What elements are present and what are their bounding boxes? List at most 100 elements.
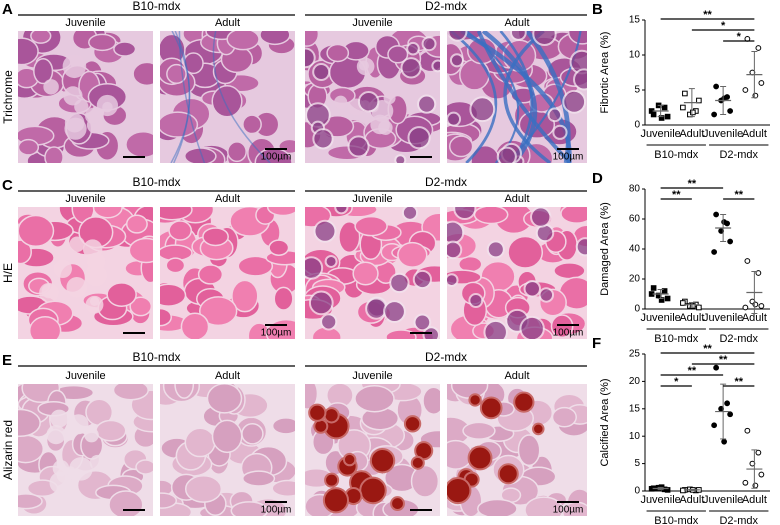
data-point [744,427,751,434]
column-header: Adult [504,193,529,205]
fiber [125,214,148,234]
calcified-fiber [410,455,425,470]
data-point [727,108,734,114]
necrotic-fiber [547,107,563,123]
scale-label: 100µm [261,505,292,516]
necrotic-fiber [305,47,316,69]
y-axis-title: Damaged Area (%) [599,202,611,296]
fiber [180,312,210,339]
calcified-fiber [323,407,340,424]
y-tick-label: 10 [629,50,641,61]
x-tick-label: Adult [679,494,704,506]
necrotic-fiber [510,31,527,41]
micrograph-content [447,207,587,339]
micrograph-content [18,384,153,516]
y-tick-label: 0 [634,120,640,131]
micrograph-content [447,384,587,516]
data-point [664,113,671,120]
necrotic-fiber [401,207,419,221]
column-header: Adult [215,193,240,205]
data-point [713,83,720,90]
data-point [758,303,765,309]
calcified-fiber [532,422,545,436]
collagen [212,31,271,163]
fiber [88,33,117,52]
calcified-fiber [447,477,472,505]
fiber [18,214,55,248]
scale-label: 100µm [261,328,292,339]
calcified-fiber [403,415,422,433]
fiber [211,419,243,454]
infiltrate [52,460,70,477]
data-point [742,304,749,311]
micrograph-content [160,31,295,163]
fiber [447,439,473,470]
data-point [755,449,762,456]
fiber [227,141,247,163]
calcified-fiber [308,403,327,422]
group-label: B10-mdx [654,149,699,161]
necrotic-fiber [447,111,462,127]
data-point [680,104,686,111]
infiltrate [62,54,87,79]
calcified-fiber [369,447,396,474]
micrograph-content [447,31,587,163]
fiber [473,207,509,225]
column-header: Juvenile [352,17,392,29]
fiber [524,496,564,516]
necrotic-fiber [324,254,338,268]
column-header: Juvenile [65,17,105,29]
necrotic-fiber [320,313,338,331]
micrograph [447,207,587,339]
scale-label: 100µm [553,328,584,339]
significance-label: ** [734,376,743,388]
group-label: D2-mdx [719,515,758,525]
micrograph [18,384,153,516]
y-axis-title: Calcified Area (%) [599,378,611,466]
micrograph [18,31,153,163]
y-tick-label: 20 [629,274,641,285]
x-tick-label: Adult [742,312,767,324]
stain-label: Trichrome [1,70,15,124]
necrotic-fiber [406,41,420,56]
data-point [758,80,765,86]
necrotic-fiber [447,273,459,287]
y-tick-label: 60 [629,214,641,225]
significance-label: * [737,31,742,43]
infiltrate [358,60,369,71]
data-point [664,295,671,302]
panel-label: C [2,177,13,194]
fiber [517,434,541,467]
fiber [160,492,178,509]
calcified-fiber [467,445,493,471]
fiber [128,237,153,264]
necrotic-fiber [523,279,542,298]
data-point [650,285,657,291]
collagen [450,31,498,163]
fiber [305,31,320,47]
necrotic-fiber [468,293,484,309]
significance-label: ** [703,9,712,21]
necrotic-fiber [394,154,407,163]
data-point [721,219,728,225]
scale-label: 100µm [553,505,584,516]
necrotic-fiber [530,207,552,228]
fiber [268,239,290,256]
micrograph-content [305,31,440,163]
data-point [711,249,718,255]
group-header: D2-mdx [425,350,467,364]
fiber [18,37,39,66]
necrotic-fiber [312,128,334,150]
fiber [211,85,243,118]
infiltrate [85,107,102,124]
fiber [477,498,518,516]
necrotic-fiber [447,220,465,245]
infiltrate [82,239,103,259]
data-point [690,303,696,309]
infiltrate [53,259,72,279]
calcified-fiber [390,496,405,512]
panel-label: E [2,352,12,369]
fiber [338,221,361,254]
fiber [507,235,544,269]
fiber [174,384,195,399]
